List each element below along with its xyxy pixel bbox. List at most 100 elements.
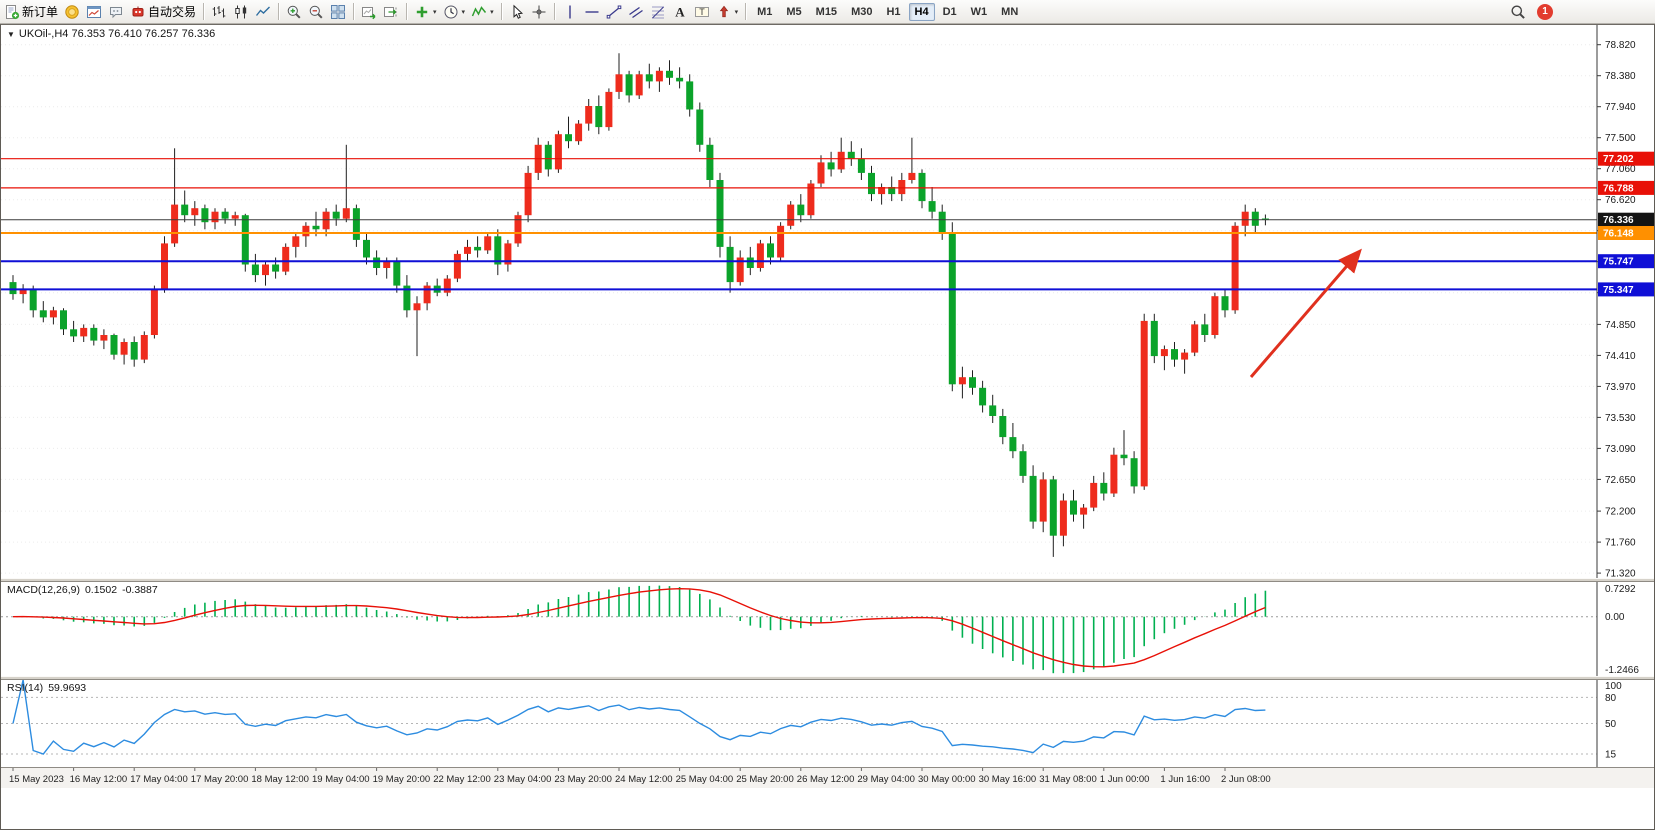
autotrading-button[interactable]: 自动交易 [127, 2, 199, 22]
svg-text:30 May 16:00: 30 May 16:00 [979, 774, 1037, 785]
text-icon: A [675, 4, 685, 19]
time-axis[interactable]: 15 May 2023 16 May 12:00 17 May 04:00 17 Ma… [1, 767, 1654, 788]
svg-text:A: A [675, 4, 685, 19]
cursor-tool-button[interactable] [506, 2, 528, 22]
notification-badge[interactable]: 1 [1537, 3, 1553, 20]
svg-text:0.7292: 0.7292 [1605, 584, 1636, 595]
horizontal-line-tool-button[interactable] [581, 2, 603, 22]
trendline-icon [606, 5, 621, 18]
text-tool-button[interactable]: A [669, 2, 691, 22]
periods-button[interactable]: ▾ [440, 2, 469, 22]
chart-window: 78.820 78.380 77.940 77.500 77.060 76.620 76.1… [0, 24, 1655, 830]
svg-text:71.760: 71.760 [1605, 538, 1636, 549]
dropdown-caret-icon: ▾ [734, 8, 739, 16]
bar-chart-button[interactable] [208, 2, 230, 22]
pane-divider-macd[interactable] [1, 578, 1654, 582]
chart-window-icon [87, 5, 102, 18]
zoom-in-icon [287, 5, 301, 19]
autoscroll-icon [362, 6, 376, 19]
svg-text:76.336: 76.336 [1603, 215, 1634, 226]
trendline-tool-button[interactable] [603, 2, 625, 22]
svg-text:16 May 12:00: 16 May 12:00 [70, 774, 128, 785]
price-tag-75.747: 75.747 [1598, 254, 1654, 269]
candlestick-chart-button[interactable] [230, 2, 252, 22]
channel-tool-button[interactable] [625, 2, 647, 22]
auto-scroll-button[interactable] [358, 2, 380, 22]
timeframe-m30[interactable]: M30 [845, 3, 878, 21]
chat-icon [110, 6, 123, 18]
svg-text:17 May 04:00: 17 May 04:00 [130, 774, 188, 785]
line-chart-button[interactable] [252, 2, 274, 22]
timeframe-m15[interactable]: M15 [810, 3, 843, 21]
indicator-icon [471, 5, 487, 16]
trend-arrow[interactable] [1249, 248, 1362, 378]
price-tag-75.347: 75.347 [1598, 282, 1654, 297]
pane-divider-rsi[interactable] [1, 676, 1654, 680]
price-chart-svg[interactable]: 78.820 78.380 77.940 77.500 77.060 76.620 76.1… [1, 25, 1655, 578]
zoom-in-button[interactable] [283, 2, 305, 22]
hline-icon [585, 10, 599, 13]
new-order-button[interactable]: 新订单 [1, 2, 61, 22]
chart-shift-button[interactable] [380, 2, 402, 22]
svg-text:T: T [699, 6, 705, 16]
arrows-tool-button[interactable]: ▾ [713, 2, 742, 22]
chat-button[interactable] [105, 2, 127, 22]
bars-icon [212, 5, 226, 17]
price-grid [1, 44, 1597, 574]
button-label: 新订单 [22, 5, 59, 19]
tile-windows-button[interactable] [327, 2, 349, 22]
price-axis[interactable] [1597, 25, 1655, 578]
macd-chart-svg[interactable]: 0.7292 0.00 -1.2466 [1, 582, 1655, 676]
search-button[interactable] [1507, 2, 1529, 22]
candles-icon [235, 5, 247, 18]
cursor-icon [513, 4, 523, 19]
main-toolbar: 新订单 自动交易 ▾ ▾ ▾ A T ▾ M1 M5 M15 M30 H1 H4 D1 W1 MN 1 [0, 0, 1655, 24]
svg-text:24 May 12:00: 24 May 12:00 [615, 774, 673, 785]
price-tag-76.336: 76.336 [1598, 212, 1654, 227]
svg-text:18 May 12:00: 18 May 12:00 [251, 774, 309, 785]
timeframe-mn[interactable]: MN [995, 3, 1024, 21]
fibo-icon [651, 6, 664, 18]
svg-text:75.747: 75.747 [1603, 257, 1634, 268]
timeframe-toolbar: M1 M5 M15 M30 H1 H4 D1 W1 MN [750, 2, 1025, 21]
timeframe-w1[interactable]: W1 [965, 3, 994, 21]
zoom-out-button[interactable] [305, 2, 327, 22]
chart-windows-button[interactable] [83, 2, 105, 22]
toolbar-separator [500, 3, 502, 20]
svg-text:75.347: 75.347 [1603, 285, 1634, 296]
timeframe-h1[interactable]: H1 [880, 3, 906, 21]
svg-text:22 May 12:00: 22 May 12:00 [433, 774, 491, 785]
vertical-line-tool-button[interactable] [559, 2, 581, 22]
svg-text:25 May 20:00: 25 May 20:00 [736, 774, 794, 785]
fibonacci-tool-button[interactable] [647, 2, 669, 22]
svg-text:78.380: 78.380 [1605, 71, 1636, 82]
svg-text:1 Jun 16:00: 1 Jun 16:00 [1160, 774, 1210, 785]
macd-pane: 0.7292 0.00 -1.2466 MACD(12,26,9) 0.1502 -… [1, 582, 1654, 676]
toolbar-separator [353, 3, 355, 20]
svg-text:80: 80 [1605, 693, 1617, 704]
collapse-triangle-icon[interactable]: ▼ [7, 29, 15, 39]
label-tool-button[interactable]: T [691, 2, 713, 22]
macd-signal-line [12, 587, 1266, 668]
channel-icon [628, 6, 643, 18]
timeframe-d1[interactable]: D1 [937, 3, 963, 21]
svg-text:74.410: 74.410 [1605, 351, 1636, 362]
timeframe-m5[interactable]: M5 [780, 3, 807, 21]
shift-icon [384, 6, 397, 17]
dropdown-caret-icon: ▾ [461, 8, 466, 16]
svg-text:76.620: 76.620 [1605, 195, 1636, 206]
svg-text:15: 15 [1605, 750, 1617, 761]
indicators-button[interactable]: ▾ [468, 2, 497, 22]
price-tag-76.148: 76.148 [1598, 226, 1654, 240]
timeframe-m1[interactable]: M1 [751, 3, 778, 21]
time-axis-svg: 15 May 2023 16 May 12:00 17 May 04:00 17 Ma… [1, 768, 1654, 788]
crosshair-tool-button[interactable] [528, 2, 550, 22]
timeframe-h4[interactable]: H4 [908, 2, 935, 21]
tile-icon [331, 4, 346, 19]
new-chart-button[interactable]: ▾ [411, 2, 440, 22]
mql5-community-button[interactable] [61, 2, 83, 22]
toolbar-buttons: 新订单 自动交易 ▾ ▾ ▾ A T ▾ [1, 2, 750, 22]
label-icon: T [694, 6, 709, 17]
